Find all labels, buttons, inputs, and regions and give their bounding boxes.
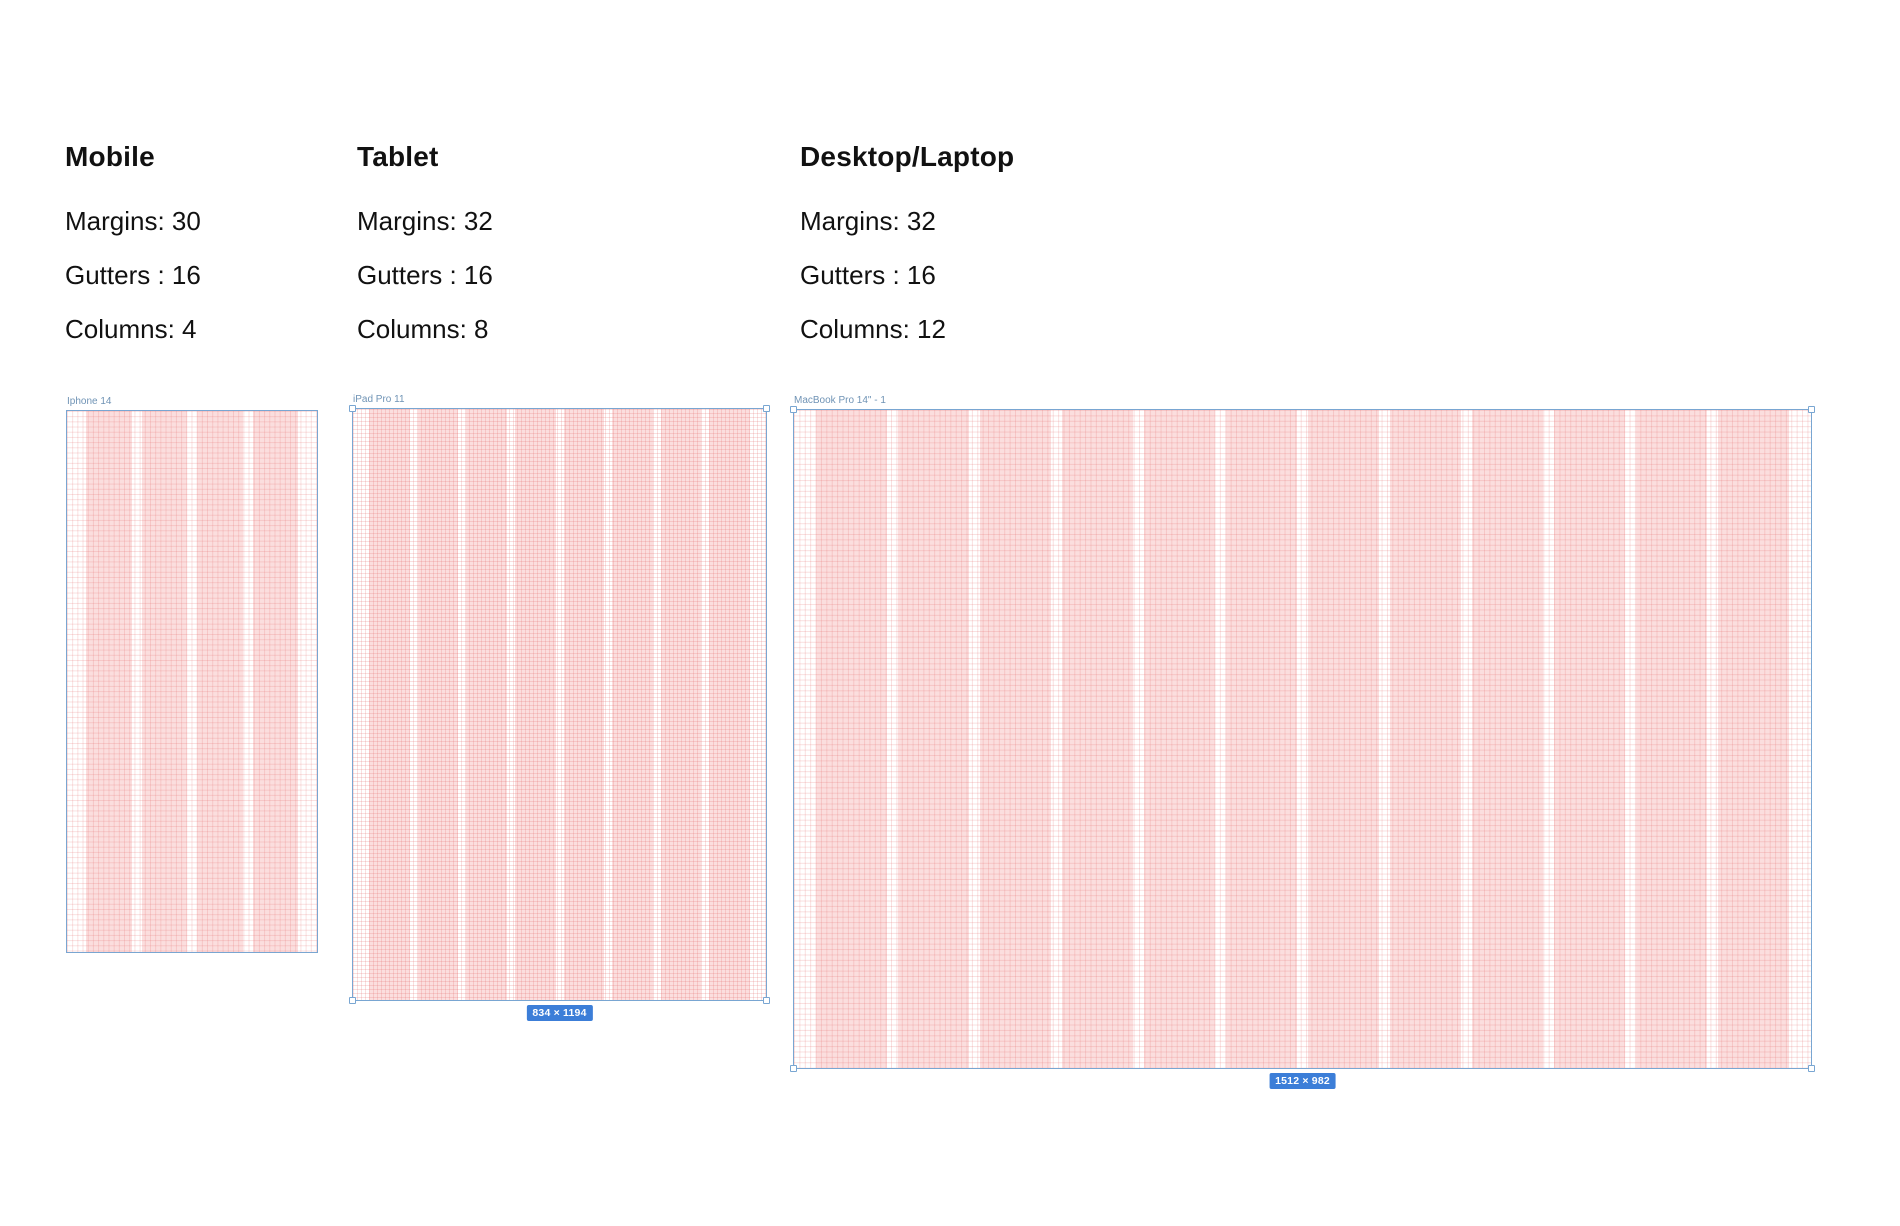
selection-handle-top-left[interactable] xyxy=(349,405,356,412)
selection-handle-top-left[interactable] xyxy=(790,406,797,413)
selection-handle-top-right[interactable] xyxy=(1808,406,1815,413)
layout-grid-columns-mobile xyxy=(86,411,298,952)
grid-column xyxy=(1390,410,1461,1068)
frame-label-mobile[interactable]: Iphone 14 xyxy=(67,396,112,407)
grid-column xyxy=(1144,410,1215,1068)
grid-column xyxy=(86,411,132,952)
artboard-tablet[interactable]: iPad Pro 11 834 × 1194 xyxy=(349,394,770,1021)
layout-grid-columns-tablet xyxy=(369,409,750,1000)
spec-title-mobile: Mobile xyxy=(65,141,155,172)
selection-handle-bottom-right[interactable] xyxy=(1808,1065,1815,1072)
grid-column xyxy=(197,411,243,952)
grid-column xyxy=(1636,410,1707,1068)
grid-column xyxy=(1062,410,1133,1068)
grid-column xyxy=(252,411,298,952)
grid-column xyxy=(466,409,507,1000)
selection-handle-top-right[interactable] xyxy=(763,405,770,412)
spec-block-tablet: Tablet Margins: 32 Gutters : 16 Columns:… xyxy=(357,140,493,356)
grid-column xyxy=(417,409,459,1000)
grid-column xyxy=(980,410,1051,1068)
grid-column xyxy=(1718,410,1789,1068)
spec-gutters-tablet: Gutters : 16 xyxy=(357,260,493,290)
grid-column xyxy=(816,410,887,1068)
grid-column xyxy=(660,409,702,1000)
spec-margins-desktop: Margins: 32 xyxy=(800,206,936,236)
selection-handle-bottom-left[interactable] xyxy=(790,1065,797,1072)
grid-column xyxy=(709,409,750,1000)
spec-margins-mobile: Margins: 30 xyxy=(65,206,201,236)
grid-column xyxy=(369,409,410,1000)
grid-column xyxy=(563,409,605,1000)
spec-block-desktop: Desktop/Laptop Margins: 32 Gutters : 16 … xyxy=(800,140,1014,356)
size-badge-desktop: 1512 × 982 xyxy=(1269,1073,1336,1089)
grid-column xyxy=(1308,410,1379,1068)
artboard-desktop[interactable]: MacBook Pro 14" - 1 1512 × 982 xyxy=(790,395,1815,1089)
spec-gutters-mobile: Gutters : 16 xyxy=(65,260,201,290)
grid-column xyxy=(514,409,556,1000)
grid-column xyxy=(612,409,653,1000)
artboard-mobile[interactable]: Iphone 14 xyxy=(66,396,318,953)
grid-column xyxy=(898,410,969,1068)
frame-label-tablet[interactable]: iPad Pro 11 xyxy=(353,394,405,405)
spec-block-mobile: Mobile Margins: 30 Gutters : 16 Columns:… xyxy=(65,140,201,356)
spec-columns-tablet: Columns: 8 xyxy=(357,314,489,344)
selection-handle-bottom-left[interactable] xyxy=(349,997,356,1004)
layout-grid-columns-desktop xyxy=(816,410,1789,1068)
frame-label-desktop[interactable]: MacBook Pro 14" - 1 xyxy=(794,395,886,406)
spec-title-tablet: Tablet xyxy=(357,141,439,172)
spec-gutters-desktop: Gutters : 16 xyxy=(800,260,936,290)
grid-column xyxy=(1226,410,1297,1068)
grid-column xyxy=(1554,410,1625,1068)
grid-column xyxy=(1472,410,1543,1068)
selection-handle-bottom-right[interactable] xyxy=(763,997,770,1004)
spec-margins-tablet: Margins: 32 xyxy=(357,206,493,236)
spec-title-desktop: Desktop/Laptop xyxy=(800,141,1015,172)
spec-columns-desktop: Columns: 12 xyxy=(800,314,946,344)
grid-column xyxy=(141,411,187,952)
size-badge-tablet: 834 × 1194 xyxy=(526,1005,593,1021)
spec-columns-mobile: Columns: 4 xyxy=(65,314,197,344)
